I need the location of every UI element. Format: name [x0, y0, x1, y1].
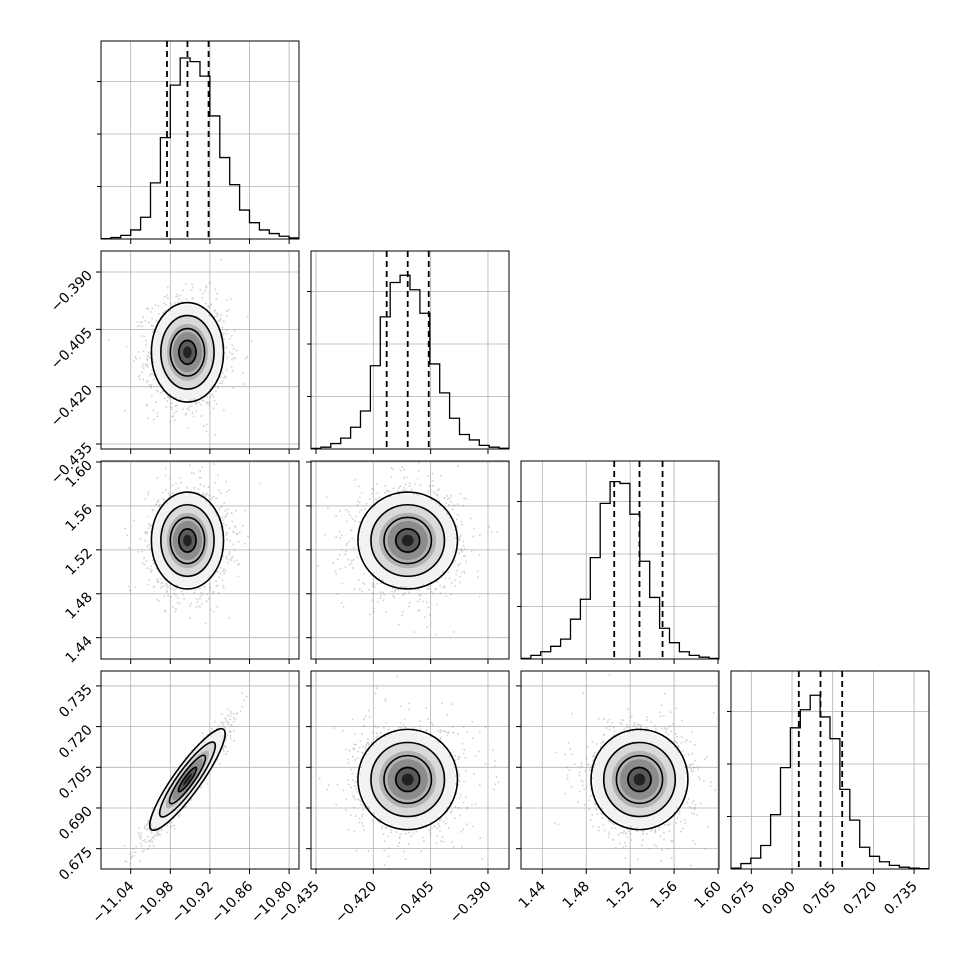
x-tick-label: 0.675	[719, 879, 759, 919]
density-layer	[123, 692, 248, 865]
panel-frame	[730, 670, 930, 870]
x-tick-label: −0.405	[390, 879, 438, 927]
density-contour	[395, 528, 421, 553]
density-contour	[150, 301, 225, 403]
panel-3-0: 0.6750.6900.7050.7200.735−11.04−10.98−10…	[56, 670, 300, 927]
y-tick-label: 1.52	[62, 545, 95, 578]
panel-frame	[100, 40, 300, 240]
panel-frame	[100, 670, 300, 870]
y-tick-label: 0.735	[56, 681, 96, 721]
x-tick-label: 1.52	[604, 879, 637, 912]
density-contour	[383, 754, 433, 805]
density-contour	[615, 754, 664, 805]
density-level	[633, 773, 646, 786]
histogram-step-line	[731, 694, 929, 869]
panel-1-0: −0.435−0.420−0.405−0.390	[48, 250, 300, 487]
panel-frame	[310, 250, 510, 450]
x-tick-label: 1.48	[560, 879, 593, 912]
x-tick-label: 0.720	[841, 879, 881, 919]
panel-3-1: −0.435 −0.420 −0.405 −0.390	[275, 670, 510, 927]
x-tick-label: 0.735	[881, 879, 921, 919]
panel-3-2: 1.44 1.48 1.52 1.56 1.60	[516, 670, 725, 912]
density-contour	[357, 491, 459, 590]
density-contour	[370, 741, 446, 818]
panel-3-3: 0.675 0.690 0.705 0.720 0.735	[719, 670, 930, 919]
y-tick-label: 0.675	[56, 844, 96, 884]
panel-2-2	[517, 460, 720, 664]
scatter-samples	[318, 675, 500, 866]
panel-2-0: 1.441.481.521.561.60	[62, 458, 300, 667]
panel-frame	[310, 460, 510, 660]
y-tick-label: 0.720	[56, 722, 96, 762]
x-tick-label: −10.98	[129, 879, 177, 927]
density-contour	[160, 503, 215, 578]
y-tick-label: −0.420	[48, 382, 96, 430]
x-tick-label: −11.04	[90, 878, 138, 926]
x-tick-label: 1.44	[516, 878, 549, 911]
density-layer	[124, 463, 261, 625]
y-tick-label: −0.390	[48, 268, 96, 316]
density-contour	[357, 728, 459, 831]
density-level	[182, 773, 192, 786]
histogram-step-line	[101, 57, 299, 239]
density-contour	[627, 766, 652, 793]
density-contour	[160, 314, 215, 390]
x-tick-label: 0.690	[759, 879, 799, 919]
panel-frame	[100, 250, 300, 450]
panel-frame	[520, 460, 720, 660]
density-level	[401, 534, 414, 547]
scatter-samples	[107, 258, 253, 436]
panel-0-0	[97, 40, 300, 244]
density-contour	[150, 491, 225, 590]
density-contour	[177, 766, 198, 793]
x-tick-label: 0.705	[800, 879, 840, 919]
x-tick-label: −10.86	[208, 878, 256, 926]
density-layer	[318, 675, 500, 866]
y-tick-label: 1.48	[62, 589, 95, 622]
density-contour	[590, 728, 689, 831]
density-contour	[395, 766, 421, 793]
y-tick-label: 0.690	[56, 803, 96, 843]
density-contour	[169, 516, 206, 565]
density-contour	[602, 741, 677, 818]
y-tick-label: −0.405	[48, 325, 96, 373]
scatter-samples	[124, 463, 261, 625]
density-contour	[178, 528, 197, 553]
density-layer	[107, 258, 253, 436]
density-contour	[370, 503, 446, 578]
histogram-step-line	[521, 480, 719, 659]
x-tick-label: −0.390	[447, 879, 495, 927]
density-contour	[148, 727, 226, 832]
density-level	[401, 773, 414, 786]
density-contour	[168, 754, 207, 805]
density-layer	[316, 461, 499, 636]
panel-1-1	[307, 250, 510, 454]
density-layer	[553, 673, 716, 867]
y-tick-label: 1.56	[62, 501, 95, 534]
panel-2-1	[306, 460, 510, 664]
density-contour	[178, 339, 197, 365]
panel-frame	[100, 460, 300, 660]
x-tick-label: −10.92	[169, 879, 217, 927]
x-tick-label: −0.420	[332, 879, 380, 927]
panel-frame	[520, 670, 720, 870]
y-tick-label: 0.705	[56, 763, 96, 803]
panel-frame	[310, 670, 510, 870]
x-tick-label: 1.56	[648, 878, 681, 911]
histogram-step-line	[311, 274, 509, 449]
density-level	[183, 534, 192, 547]
y-tick-label: 1.44	[62, 633, 95, 666]
density-level	[183, 346, 192, 359]
density-contour	[383, 516, 433, 565]
density-contour	[158, 741, 217, 818]
density-contour	[169, 327, 206, 377]
